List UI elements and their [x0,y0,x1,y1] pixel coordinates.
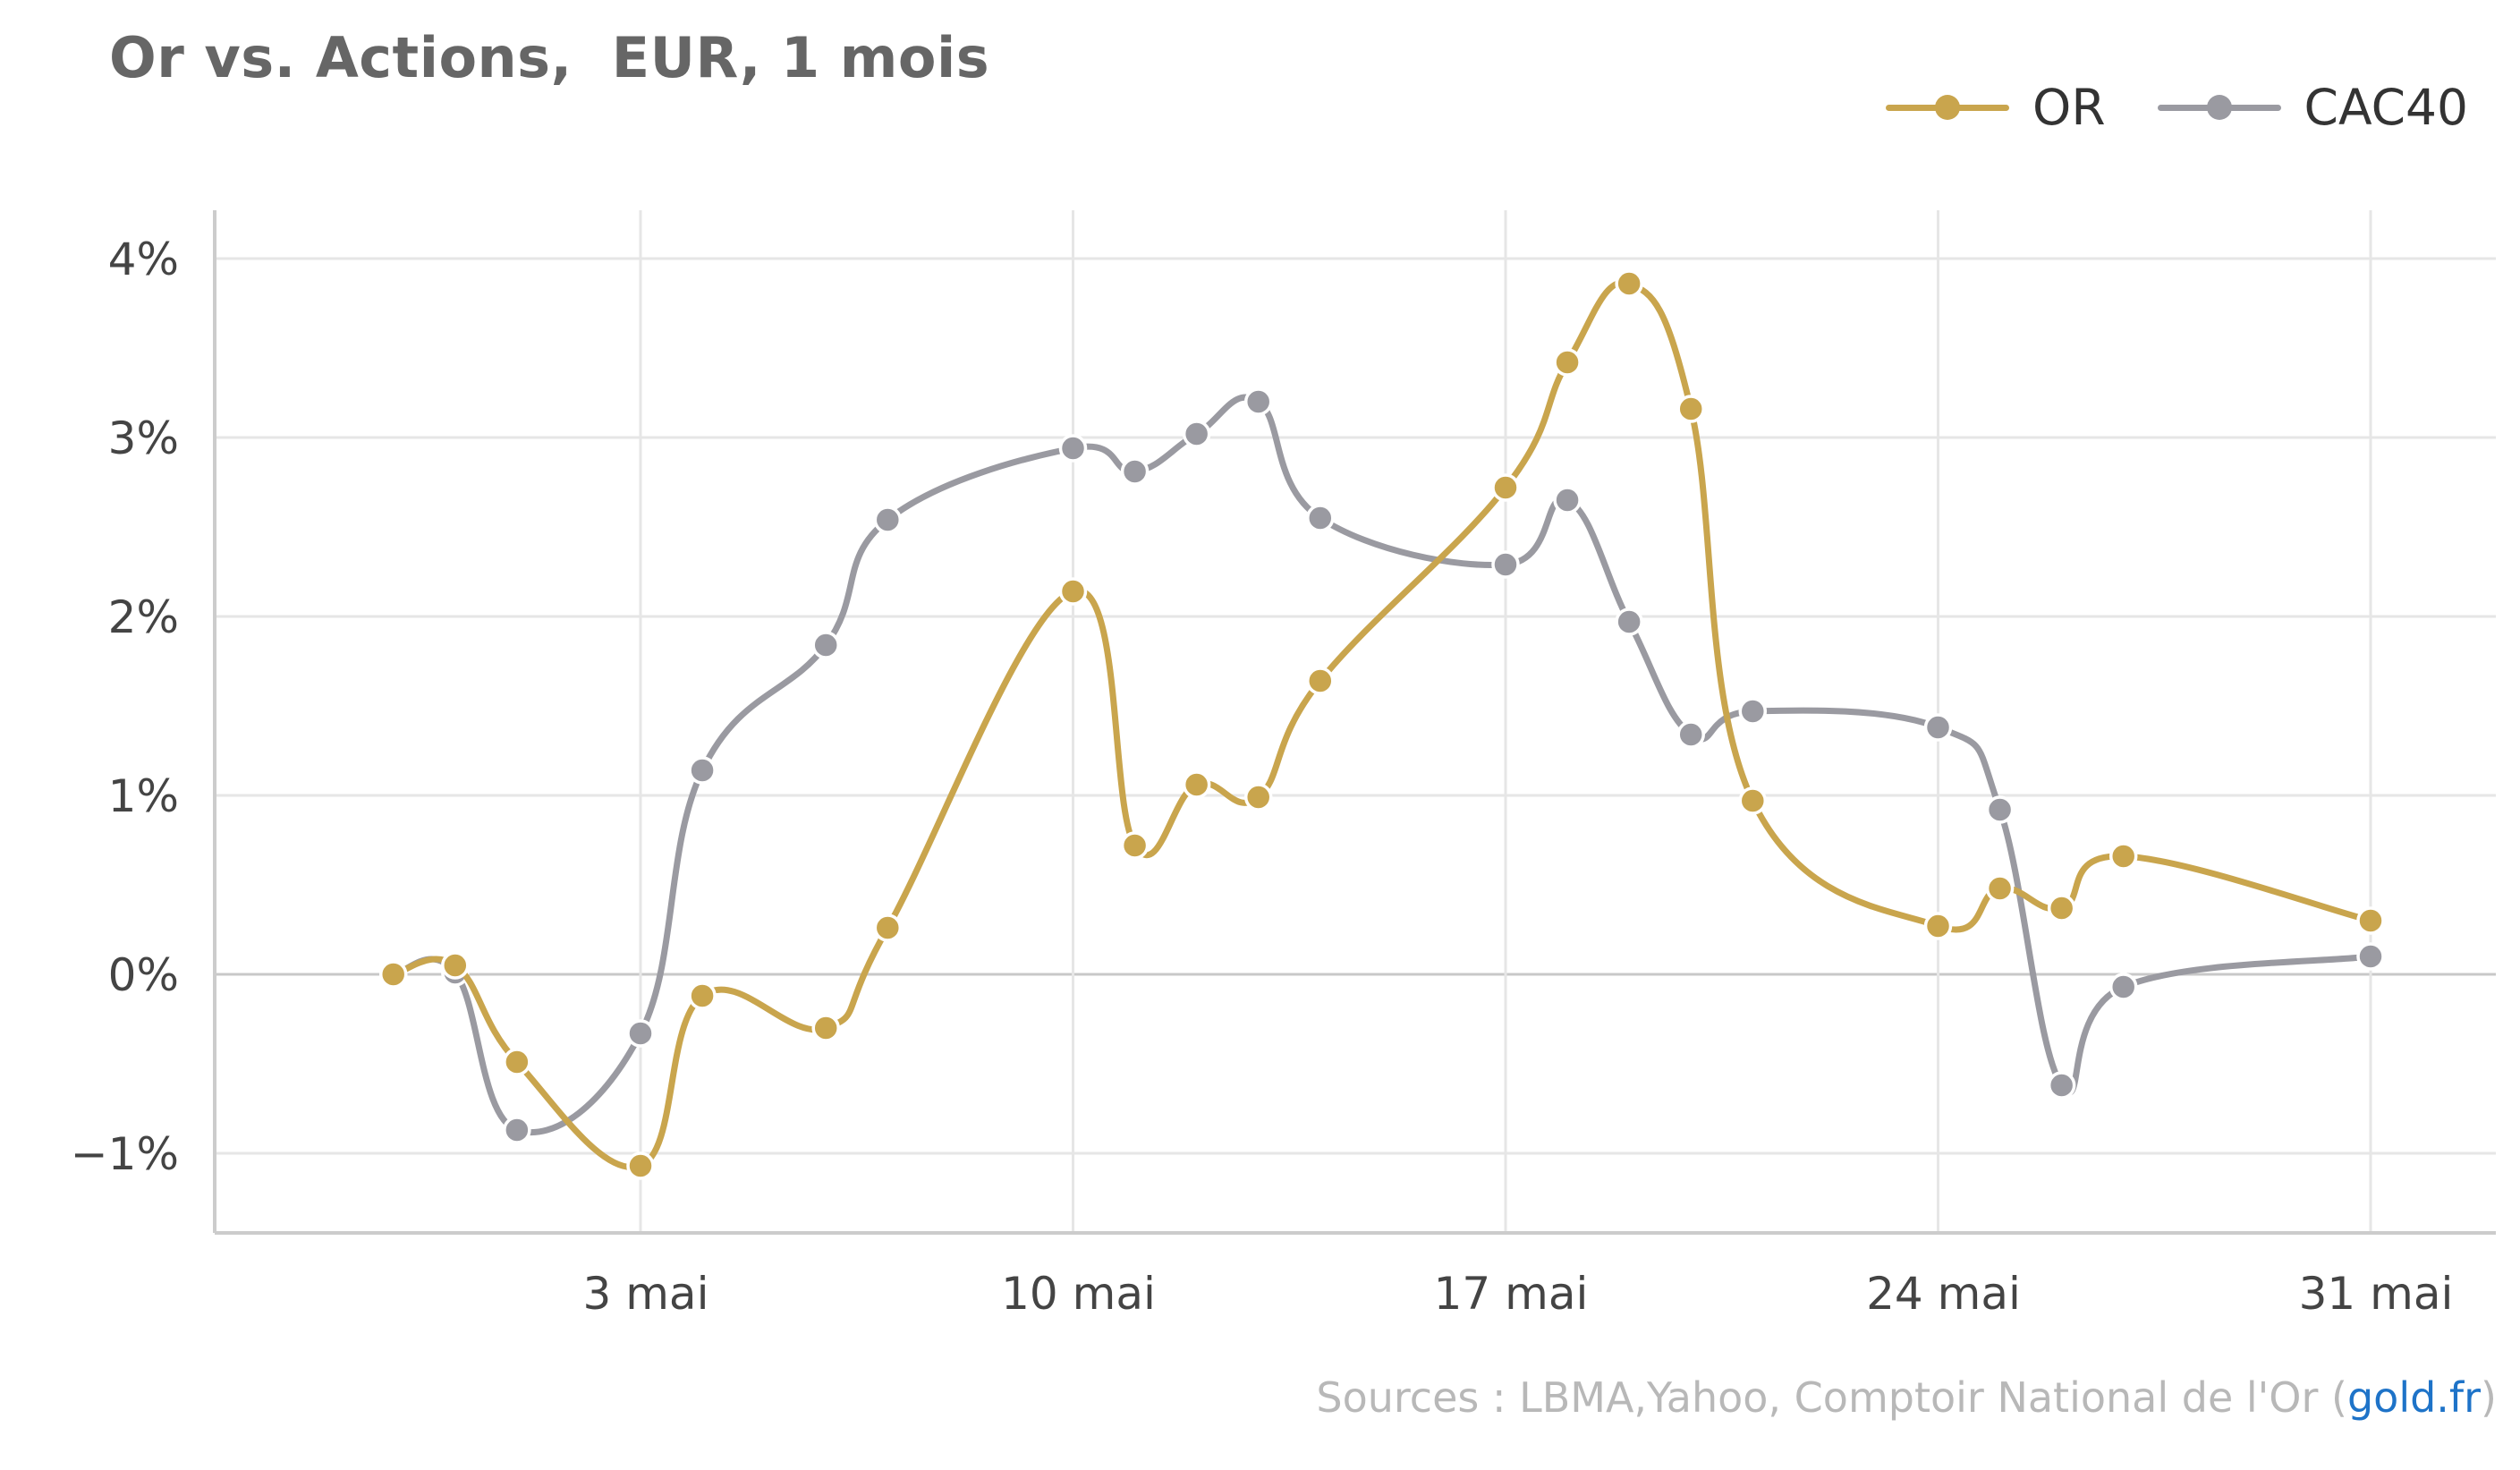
y-tick-label: 0% [108,949,179,1001]
data-point-cac40 [2108,973,2138,1001]
series-group [378,269,2385,1180]
y-tick-label: 2% [108,591,179,643]
data-point-cac40 [688,756,717,785]
data-point-or [1738,786,1768,815]
legend-label-or: OR [2032,79,2106,136]
data-point-or [1182,770,1211,799]
data-point-cac40 [1676,720,1705,749]
data-point-cac40 [1985,795,2015,824]
series-or [378,269,2385,1180]
data-point-cac40 [1491,550,1520,579]
y-tick-label: 4% [108,234,179,285]
data-point-or [1491,473,1520,502]
data-point-or [626,1151,655,1180]
data-point-cac40 [1738,697,1768,726]
data-point-or [1243,783,1273,811]
x-tick-label: 17 mai [1434,1268,1589,1320]
data-point-or [378,960,408,989]
legend-item-or[interactable]: OR [1886,79,2106,136]
legend-item-cac40[interactable]: CAC40 [2157,79,2468,136]
data-point-or [1985,874,2015,903]
data-point-cac40 [1923,713,1953,742]
data-point-cac40 [1553,486,1582,514]
data-point-or [873,913,903,942]
data-point-cac40 [626,1019,655,1048]
series-line-or [390,279,2374,1171]
source-link[interactable]: gold.fr [2346,1373,2482,1422]
x-tick-label: 24 mai [1866,1268,2021,1320]
data-point-or [811,1014,840,1042]
tick-labels: 4% 3% 2% 1% 0% −1% 3 mai 10 mai 17 mai 24 mai 31 m… [71,234,2454,1320]
data-point-or [2047,894,2076,922]
source-close: ) [2481,1373,2497,1422]
y-tick-label: −1% [71,1128,179,1180]
source-text: Sources : LBMA,Yahoo, Comptoir National … [1316,1373,2347,1422]
chart-legend: OR CAC40 [1886,79,2468,136]
chart-title: Or vs. Actions, EUR, 1 mois [109,25,990,90]
data-point-cac40 [2356,942,2385,971]
data-point-cac40 [1243,387,1273,416]
data-point-or [688,981,717,1010]
legend-symbol-cac40 [2157,95,2281,120]
data-point-cac40 [2047,1071,2076,1100]
axes [213,210,2496,1235]
data-point-or [1058,577,1088,606]
x-tick-label: 10 mai [1001,1268,1156,1320]
y-tick-label: 1% [108,770,179,822]
x-tick-label: 31 mai [2299,1268,2454,1320]
data-point-or [1923,912,1953,940]
legend-label-cac40: CAC40 [2304,79,2468,136]
data-point-or [1553,348,1582,377]
data-point-cac40 [1615,608,1643,636]
data-point-or [1120,831,1150,860]
data-point-cac40 [1182,420,1211,448]
legend-dot-cac40 [2206,95,2232,120]
data-point-cac40 [1058,434,1088,463]
x-tick-label: 3 mai [583,1268,709,1320]
data-point-cac40 [1120,457,1150,486]
data-point-cac40 [873,506,903,534]
legend-symbol-or [1886,95,2010,120]
data-point-cac40 [811,631,840,659]
data-point-or [1676,395,1705,423]
data-point-or [2356,906,2385,935]
data-point-or [1306,667,1335,695]
data-point-or [1615,269,1643,298]
grid-lines [215,210,2496,1233]
data-point-cac40 [503,1116,531,1144]
data-point-or [503,1048,531,1076]
legend-dot-or [1935,95,1961,120]
data-point-cac40 [1306,504,1335,532]
data-point-or [441,951,470,980]
data-point-or [2108,842,2138,871]
y-tick-label: 3% [108,412,179,464]
source-note: Sources : LBMA,Yahoo, Comptoir National … [1316,1373,2497,1422]
